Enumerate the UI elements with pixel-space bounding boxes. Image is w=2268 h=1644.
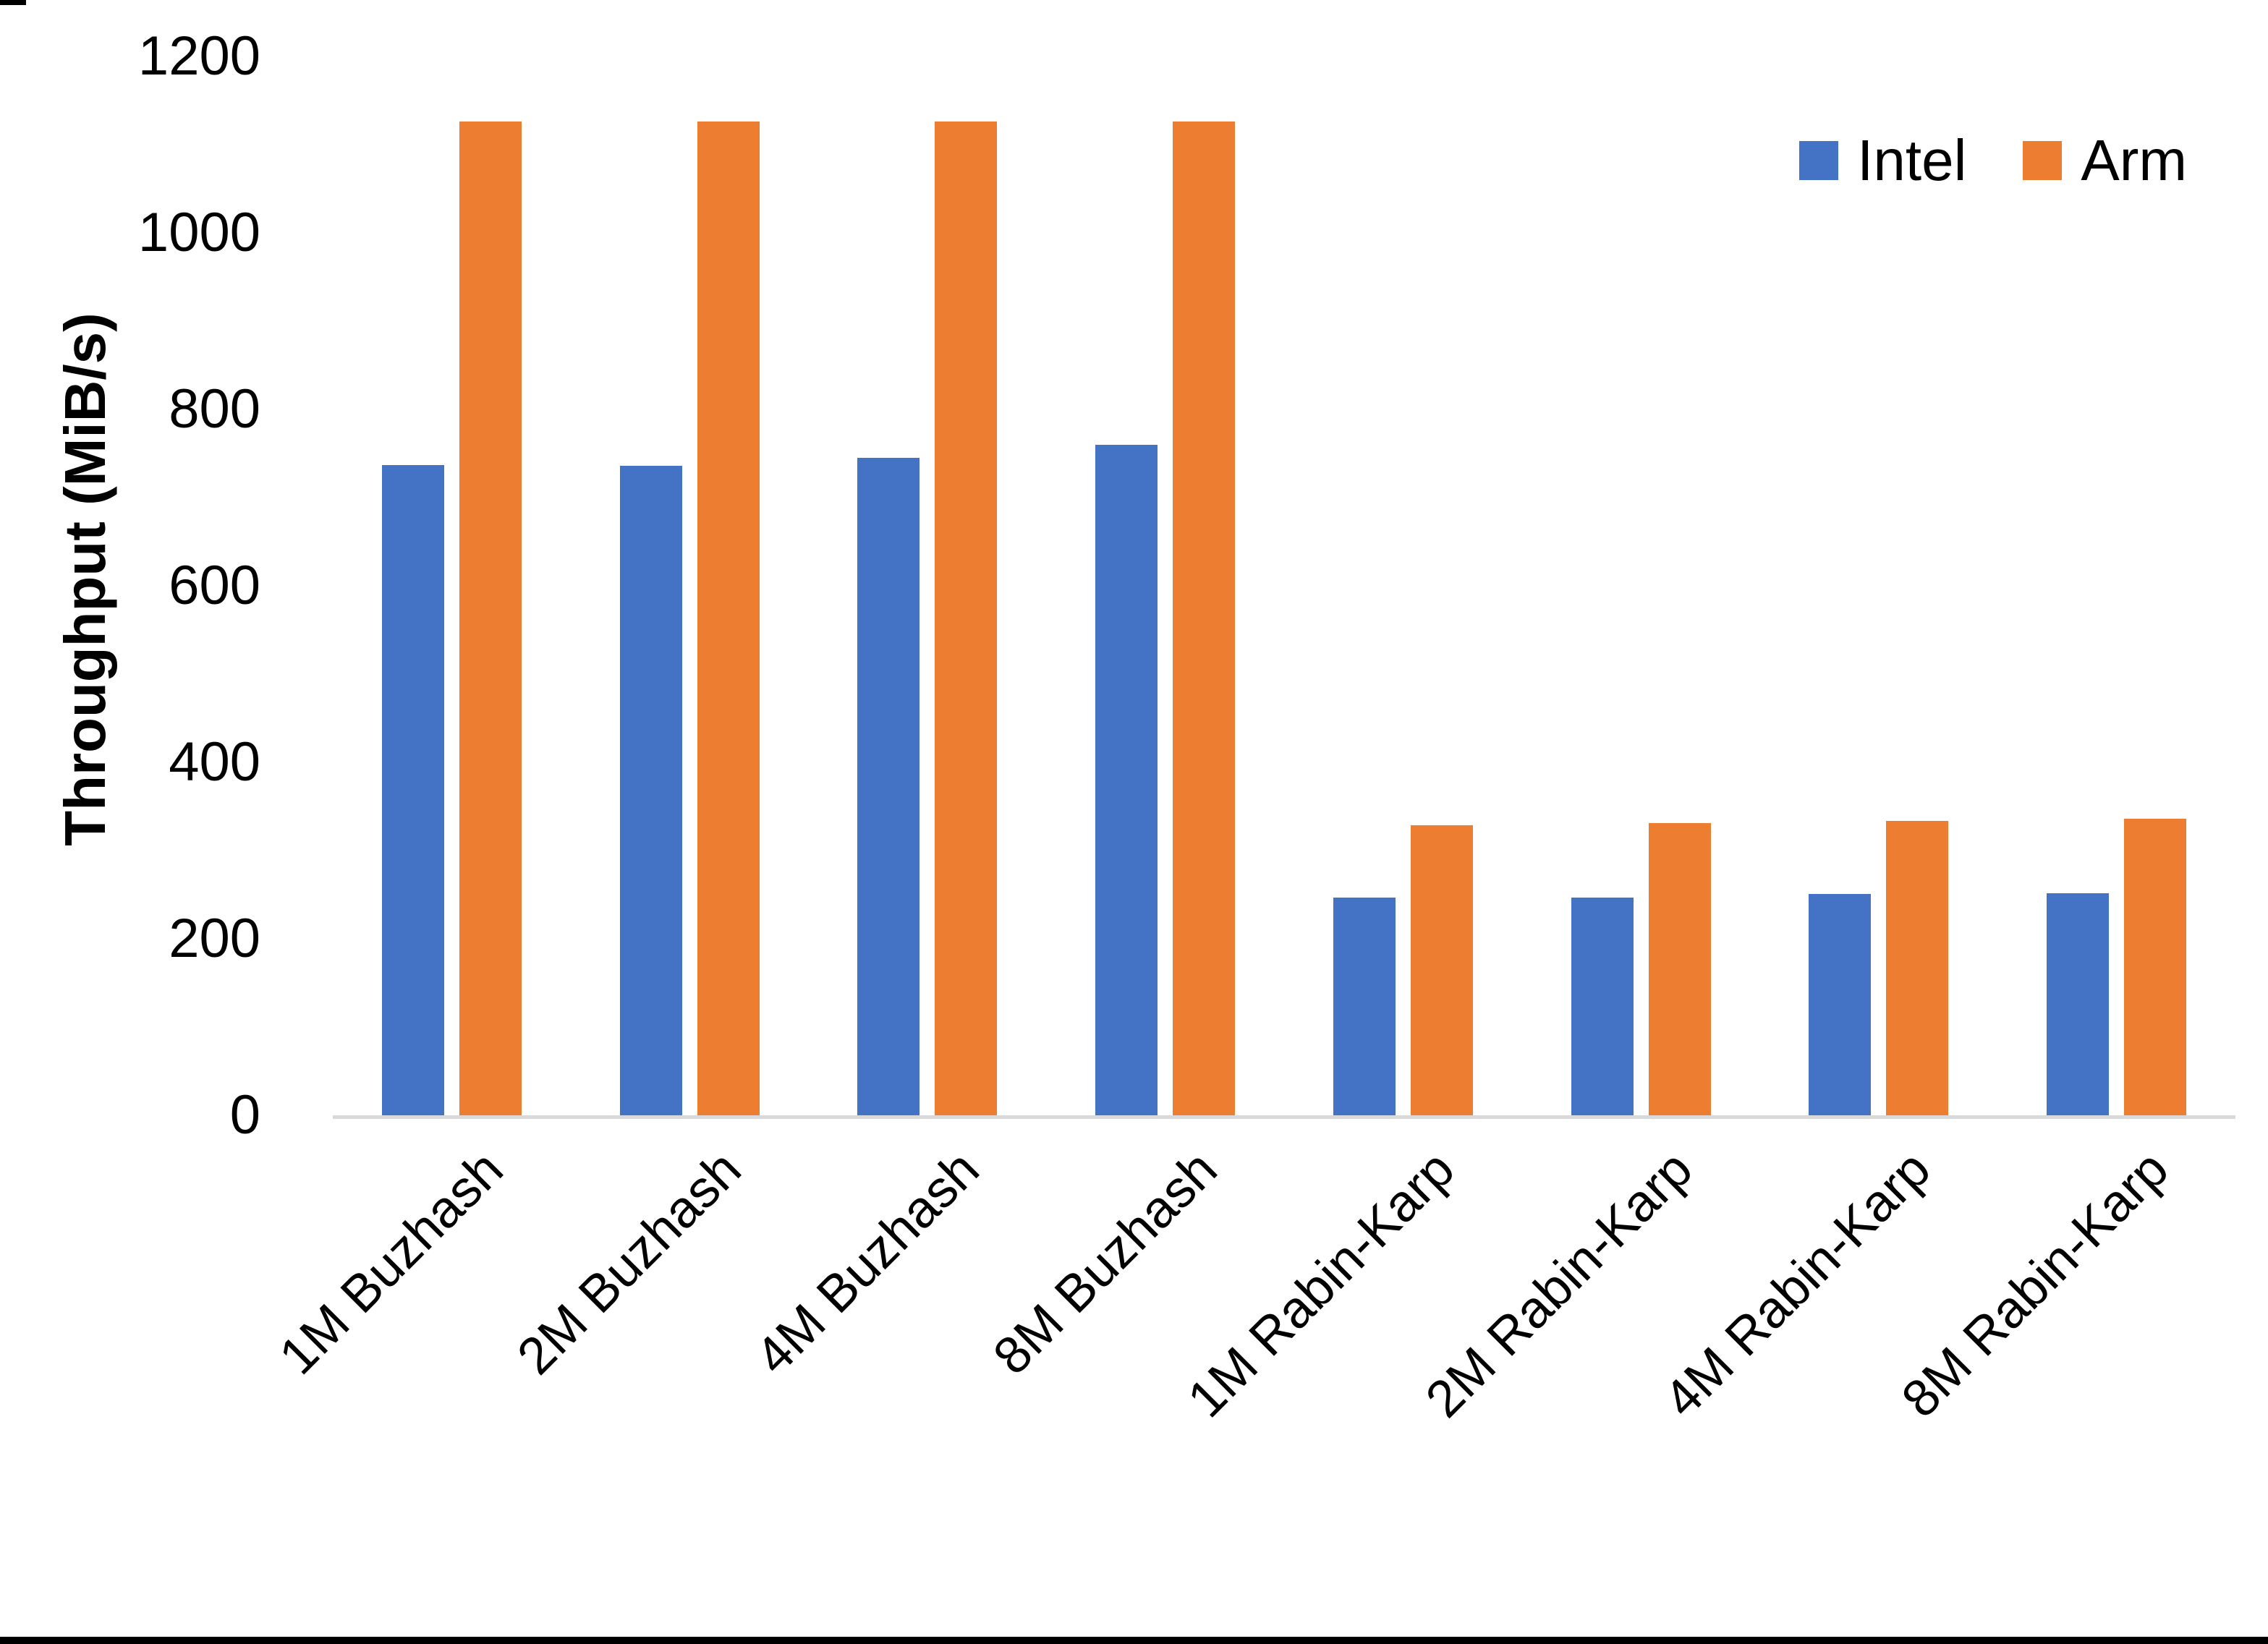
x-category-label: 2M Buzhash (506, 1140, 752, 1386)
y-tick-label: 400 (169, 731, 260, 793)
bar-arm-4 (1173, 122, 1236, 1115)
y-tick-label: 200 (169, 908, 260, 969)
y-tick-label: 0 (229, 1084, 260, 1146)
bar-intel-1 (381, 464, 444, 1115)
bar-intel-8 (2047, 893, 2110, 1115)
plot-area (333, 56, 2235, 1119)
category-group-4 (1046, 56, 1284, 1115)
bar-arm-2 (697, 122, 760, 1115)
category-group-1 (333, 56, 571, 1115)
bar-intel-3 (857, 458, 920, 1115)
x-category-label: 4M Rabin-Karp (1652, 1140, 1942, 1429)
bar-intel-7 (1809, 893, 1872, 1115)
y-tick-label: 1000 (137, 202, 260, 263)
legend-swatch-intel (1799, 141, 1839, 180)
legend-label-intel: Intel (1857, 128, 1967, 192)
legend-label-arm: Arm (2081, 128, 2187, 192)
category-group-8 (1997, 56, 2235, 1115)
y-tick-label: 600 (169, 555, 260, 616)
bar-intel-5 (1333, 897, 1396, 1115)
category-group-5 (1284, 56, 1522, 1115)
bar-arm-3 (935, 122, 998, 1115)
bar-arm-6 (1648, 823, 1711, 1115)
legend: Intel Arm (1799, 127, 2187, 194)
legend-item-intel: Intel (1799, 127, 1966, 194)
x-category-label: 1M Buzhash (268, 1140, 515, 1386)
x-category-label: 4M Buzhash (744, 1140, 990, 1386)
bar-arm-1 (459, 122, 522, 1115)
x-category-label: 2M Rabin-Karp (1414, 1140, 1704, 1429)
x-category-label: 1M Rabin-Karp (1177, 1140, 1466, 1429)
category-group-3 (809, 56, 1047, 1115)
bar-arm-7 (1886, 820, 1949, 1115)
y-tick-label: 1200 (137, 25, 260, 87)
bar-groups (333, 56, 2235, 1115)
bar-arm-5 (1410, 825, 1473, 1115)
bar-intel-2 (619, 466, 682, 1115)
category-group-2 (571, 56, 809, 1115)
legend-swatch-arm (2023, 141, 2063, 180)
x-category-label: 8M Buzhash (982, 1140, 1228, 1386)
y-tick-label: 800 (169, 378, 260, 440)
bar-intel-4 (1095, 444, 1158, 1115)
top-left-border-mark (0, 0, 26, 5)
bar-intel-6 (1571, 897, 1634, 1115)
x-category-label: 8M Rabin-Karp (1890, 1140, 2180, 1429)
bar-arm-8 (2124, 819, 2187, 1115)
category-group-6 (1522, 56, 1760, 1115)
category-group-7 (1760, 56, 1998, 1115)
legend-item-arm: Arm (2023, 127, 2187, 194)
bottom-border-bar (0, 1637, 2268, 1644)
